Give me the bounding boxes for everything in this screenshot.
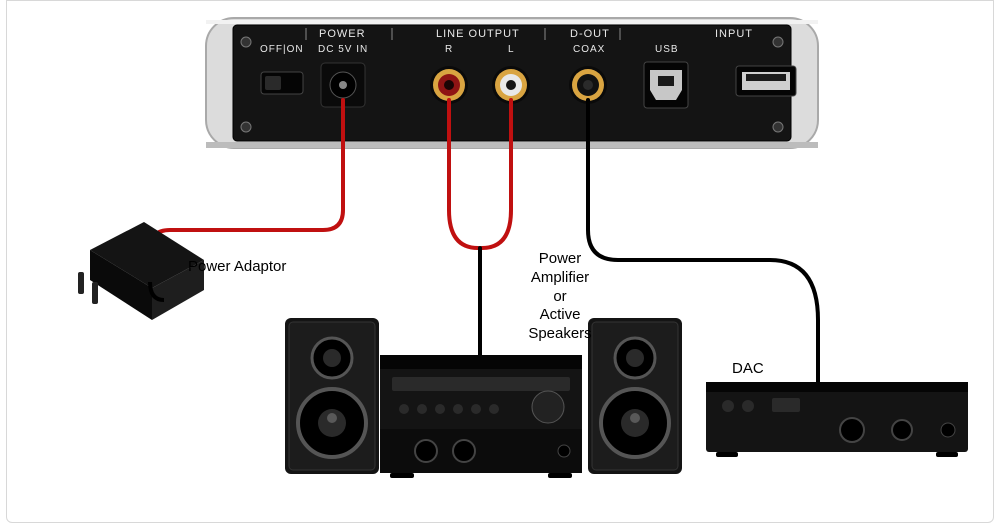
panel-sub-coax: COAX: [573, 44, 605, 55]
speaker-left-icon: [285, 318, 379, 474]
panel-label-line: LINE OUTPUT: [436, 28, 520, 40]
panel-sub-r: R: [445, 44, 453, 55]
label-power-adaptor: Power Adaptor: [188, 258, 286, 275]
diagram-svg: [0, 0, 1000, 529]
panel-sub-dc: DC 5V IN: [318, 44, 368, 55]
power-switch: [261, 72, 303, 94]
usb-a-port: [736, 66, 796, 96]
amplifier-icon: [380, 355, 582, 478]
label-amp: Power Amplifier or Active Speakers: [505, 250, 615, 344]
dac-icon: [706, 382, 968, 457]
label-dac: DAC: [732, 360, 764, 377]
panel-label-power: POWER: [319, 28, 366, 40]
panel-sub-offon: OFF|ON: [260, 44, 304, 55]
panel-sub-usb: USB: [655, 44, 679, 55]
power-adaptor-icon: [78, 222, 204, 320]
usb-b-port: [644, 62, 688, 108]
panel-label-input: INPUT: [715, 28, 753, 40]
panel-label-dout: D-OUT: [570, 28, 610, 40]
panel-sub-l: L: [508, 44, 515, 55]
